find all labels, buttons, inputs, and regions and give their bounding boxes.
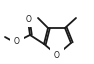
Text: O: O: [54, 50, 60, 60]
Text: O: O: [26, 15, 32, 23]
Text: O: O: [14, 38, 20, 47]
